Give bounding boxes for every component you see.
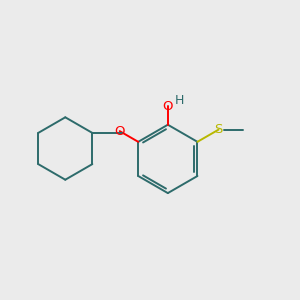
Text: O: O — [163, 100, 173, 113]
Text: O: O — [114, 124, 125, 138]
Text: H: H — [174, 94, 184, 107]
Text: S: S — [214, 123, 223, 136]
